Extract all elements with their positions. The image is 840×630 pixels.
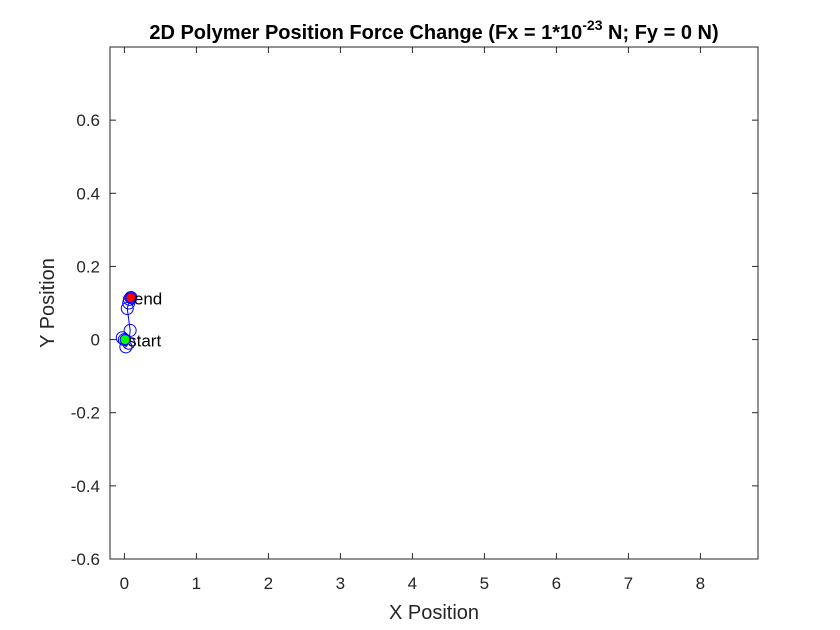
x-tick-label: 4 <box>408 574 417 593</box>
chart-title: 2D Polymer Position Force Change (Fx = 1… <box>149 17 718 44</box>
data-point <box>123 323 137 337</box>
tick-labels: 0 1 2 3 4 5 6 7 8 -0.6 -0.4 -0.2 0 0.2 0.4 0.6 <box>71 111 705 593</box>
data-point <box>124 291 138 305</box>
y-tick-label: -0.6 <box>71 550 100 569</box>
y-tick-label: -0.2 <box>71 404 100 423</box>
x-tick-label: 8 <box>696 574 705 593</box>
annotation-start: start <box>128 332 161 351</box>
x-tick-label: 1 <box>192 574 201 593</box>
y-tick-label: -0.4 <box>71 477 100 496</box>
end-point <box>125 292 137 304</box>
x-tick-label: 5 <box>480 574 489 593</box>
x-axis-label: X Position <box>389 602 479 624</box>
y-axis-label: Y Position <box>37 258 59 348</box>
x-tick-label: 7 <box>624 574 633 593</box>
y-tick-label: 0.6 <box>76 111 100 130</box>
y-tick-label: 0 <box>91 331 100 350</box>
plot-area <box>109 46 759 560</box>
x-tick-label: 3 <box>336 574 345 593</box>
y-tick-label: 0.4 <box>76 184 100 203</box>
x-tick-label: 2 <box>264 574 273 593</box>
y-tick-label: 0.2 <box>76 257 100 276</box>
start-point <box>119 334 131 346</box>
x-tick-label: 0 <box>120 574 129 593</box>
plot-content: start end <box>115 290 162 354</box>
x-tick-label: 6 <box>552 574 561 593</box>
axis-ticks <box>110 47 758 560</box>
annotation-end: end <box>134 290 162 309</box>
